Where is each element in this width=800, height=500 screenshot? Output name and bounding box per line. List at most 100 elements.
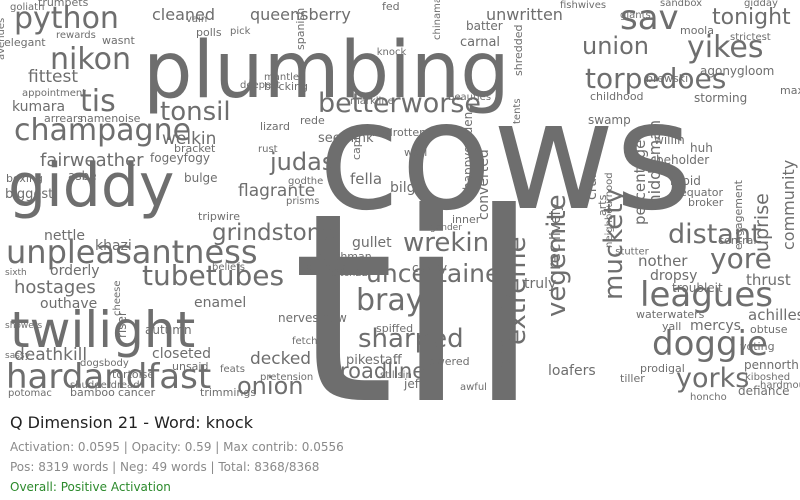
cloud-word-brotherly: brotherly [495, 293, 515, 370]
cloud-word-seethink: seethink [318, 131, 374, 146]
cloud-word-shredded: shredded [512, 25, 525, 76]
cloud-word-stillsin: stillsin [380, 370, 412, 381]
cloud-word-knock: knock [377, 47, 407, 58]
cloud-word-tripwire: tripwire [198, 210, 240, 223]
cloud-word-lowered: lowered [426, 355, 470, 368]
cloud-word-rust: rust [258, 144, 278, 155]
cloud-word-troubleit: troubleit [672, 281, 723, 295]
cloud-word-carnal: carnal [460, 35, 500, 50]
cloud-word-asbe: asbe [68, 169, 97, 183]
cloud-word-gender: gender [430, 223, 462, 233]
cloud-word-gidday: gidday [744, 0, 778, 9]
cloud-word-outhave: outhave [40, 296, 97, 312]
cloud-word-sandbox: sandbox [660, 0, 702, 9]
cloud-word-pennorth: pennorth [744, 358, 799, 372]
cloud-word-tents: tents [512, 98, 523, 124]
cloud-word-rewards: rewards [56, 30, 96, 41]
cloud-word-beholder: beholder [656, 153, 709, 167]
cloud-word-orderly: orderly [50, 263, 100, 279]
cloud-word-giants: giants [620, 10, 651, 21]
cloud-word-huh: huh [690, 141, 713, 155]
cloud-word-enamel: enamel [194, 295, 246, 311]
cloud-word-spanish: spanish [294, 8, 307, 50]
cloud-word-broker: broker [688, 196, 724, 209]
cloud-word-swamp: swamp [588, 113, 631, 127]
dimension-title: Q Dimension 21 - Word: knock [10, 412, 790, 434]
cloud-word-pikestaff: pikestaff [346, 353, 403, 368]
cloud-word-central: central [718, 234, 756, 247]
cloud-word-loafers: loafers [548, 363, 596, 379]
word-count-stats: Pos: 8319 words | Neg: 49 words | Total:… [10, 457, 790, 477]
cloud-word-capful: capful [350, 126, 363, 160]
cloud-word-cushy: cushy [412, 261, 447, 275]
cloud-word-potomac: potomac [8, 388, 52, 399]
cloud-word-stutter: stutter [615, 247, 649, 258]
cloud-word-halfnelson: halfnelson [300, 262, 352, 273]
cloud-word-voting: voting [740, 340, 775, 353]
cloud-word-fella: fella [350, 170, 382, 188]
cloud-word-neighbourhood: neighbourhood [604, 172, 615, 248]
cloud-word-goliath: goliath [10, 2, 44, 13]
cloud-word-rede: rede [300, 114, 325, 127]
cloud-word-dogsbody: dogsbody [80, 358, 129, 369]
cloud-word-union: union [582, 32, 649, 60]
cloud-word-cheese: cheese [112, 280, 123, 316]
cloud-word-batter: batter [466, 19, 503, 33]
cloud-word-worl: worl [404, 146, 427, 159]
cloud-word-childhood: childhood [590, 90, 644, 103]
cloud-word-elegant: elegant [4, 36, 46, 49]
cloud-word-willin: willin [654, 133, 685, 147]
cloud-word-fairweather: fairweather [40, 150, 144, 171]
cloud-word-boxing: boxing [6, 172, 43, 185]
cloud-word-beliefs: beliefs [212, 262, 245, 273]
cloud-word-hardmouth: hardmouth [760, 380, 800, 391]
cloud-word-awful: awful [460, 382, 487, 393]
cloud-word-beauties: beauties [448, 92, 491, 103]
cloud-word-nettle: nettle [44, 228, 85, 244]
cloud-word-pretension: pretension [260, 372, 313, 383]
cloud-word-gullet: gullet [352, 235, 392, 251]
cloud-word-obtuse: obtuse [750, 323, 788, 336]
cloud-word-badrotten: badrotten [372, 126, 426, 139]
cloud-word-chinamans: chinamans [432, 0, 443, 40]
cloud-word-nervesinew: nervesinew [278, 311, 347, 325]
cloud-word-wasnt: wasnt [102, 34, 135, 47]
cloud-word-fed: fed [382, 0, 400, 13]
cloud-word-yall: yall [662, 320, 681, 333]
cloud-word-markline: markline [350, 96, 394, 107]
cloud-word-bulge: bulge [184, 171, 218, 185]
cloud-word-storming: storming [694, 91, 747, 105]
cloud-word-spiffed: spiffed [376, 322, 413, 335]
cloud-word-shudderdread: shudderdread [70, 380, 140, 391]
cloud-word-prisms: prisms [286, 196, 319, 207]
word-cloud: cows til plumbing twilight giddy hardandfast u… [0, 0, 800, 405]
cloud-word-thrust: thrust [746, 271, 791, 289]
cloud-word-max: max [780, 84, 800, 97]
cloud-word-crabs: crabs [584, 162, 600, 200]
cloud-word-moola: moola [680, 24, 714, 37]
cloud-word-feats: feats [220, 364, 245, 375]
cloud-word-sixth: sixth [5, 268, 27, 278]
cloud-word-strictest: strictest [730, 32, 771, 43]
cloud-word-khazi: khazi [95, 238, 132, 254]
cloud-word-honcho: honcho [690, 392, 727, 403]
cloud-word-prodigal: prodigal [640, 362, 685, 375]
cloud-word-unsaid: unsaid [172, 360, 208, 373]
cloud-word-trimmings: trimmings [200, 386, 256, 399]
cloud-word-fetch: fetch [292, 336, 317, 347]
cloud-word-achilles: achilles [748, 306, 800, 324]
overall-status: Overall: Positive Activation [10, 477, 790, 497]
cloud-word-lizard: lizard [260, 120, 290, 133]
cloud-word-arrears: arrears [44, 112, 83, 125]
cloud-word-rec: rec [545, 244, 565, 270]
cloud-word-sassy: sassy [5, 351, 31, 361]
activation-stats: Activation: 0.0595 | Opacity: 0.59 | Max… [10, 437, 790, 457]
cloud-word-pick: pick [230, 26, 251, 37]
cloud-word-truly: truly [524, 276, 556, 292]
cloud-word-community: community [779, 160, 798, 250]
cloud-word-converted: converted [476, 149, 492, 220]
cloud-word-hostages: hostages [14, 277, 96, 298]
cloud-word-autumn: autumn [145, 323, 192, 337]
cloud-word-judas: judas [269, 148, 334, 176]
cloud-word-bray: bray [356, 283, 424, 318]
